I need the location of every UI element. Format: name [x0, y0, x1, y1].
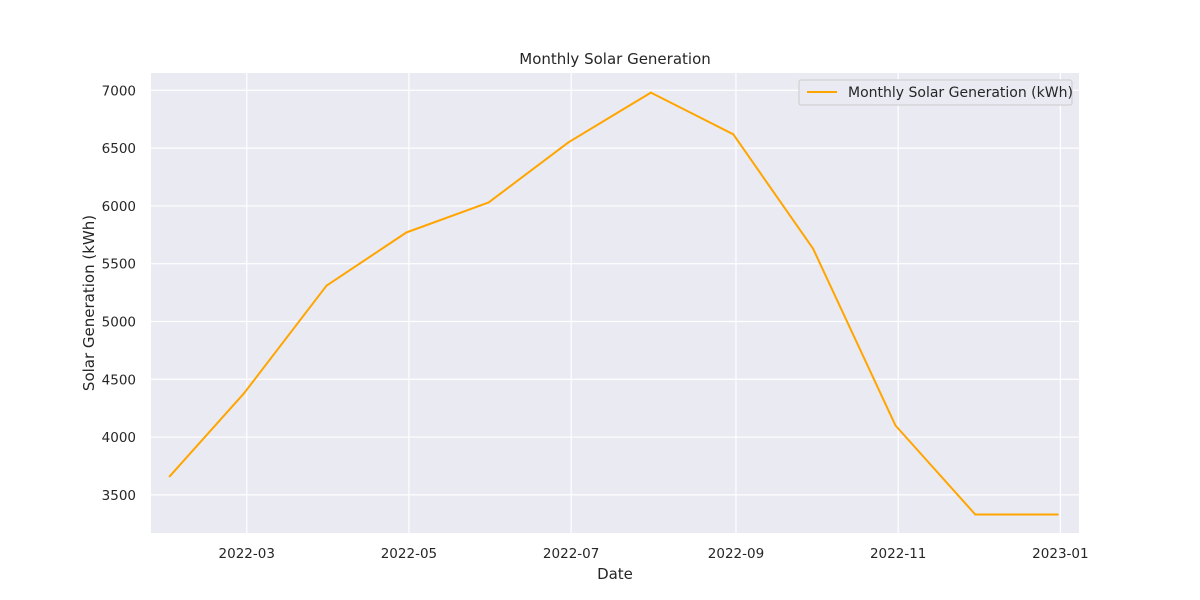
plot-area [151, 73, 1079, 533]
y-axis-label: Solar Generation (kWh) [80, 215, 98, 391]
chart-title: Monthly Solar Generation [519, 50, 711, 68]
y-tick-label: 5500 [102, 257, 136, 273]
y-tick-label: 7000 [102, 83, 136, 99]
data-point [487, 201, 490, 204]
data-point [812, 247, 815, 250]
data-point [325, 284, 328, 287]
data-point [405, 231, 408, 234]
series-layer [168, 91, 1059, 516]
data-point [168, 475, 171, 478]
y-tick-label: 6500 [102, 141, 136, 157]
data-point [732, 133, 735, 136]
x-gridlines [246, 73, 1061, 533]
data-point [649, 91, 652, 94]
y-tick-label: 4000 [102, 430, 136, 446]
x-tick-label: 2022-09 [708, 546, 764, 562]
y-tick-label: 5000 [102, 314, 136, 330]
y-tick-label: 6000 [102, 199, 136, 215]
x-axis-label: Date [597, 565, 633, 583]
legend-box [798, 79, 1073, 106]
y-gridlines [151, 89, 1079, 496]
plot-background [151, 73, 1079, 533]
data-point [567, 141, 570, 144]
data-point [894, 424, 897, 427]
legend: Monthly Solar Generation (kWh) [798, 79, 1073, 106]
x-tick-label: 2022-07 [543, 546, 599, 562]
x-tick-label: 2022-03 [219, 546, 275, 562]
legend-label: Monthly Solar Generation (kWh) [848, 85, 1073, 101]
x-tick-label: 2022-11 [870, 546, 926, 562]
data-point [243, 392, 246, 395]
series-line [168, 91, 1058, 516]
x-axis-ticks: 2022-03 2022-05 2022-07 2022-09 2022-11 2023-… [219, 546, 1089, 562]
x-tick-label: 2022-05 [381, 546, 437, 562]
data-point [974, 513, 977, 516]
x-tick-label: 2023-01 [1032, 546, 1088, 562]
data-point [1056, 513, 1059, 516]
y-axis-ticks: 3500 4000 4500 5000 5500 6000 6500 7000 [102, 83, 136, 504]
y-tick-label: 3500 [102, 488, 136, 504]
y-tick-label: 4500 [102, 372, 136, 388]
